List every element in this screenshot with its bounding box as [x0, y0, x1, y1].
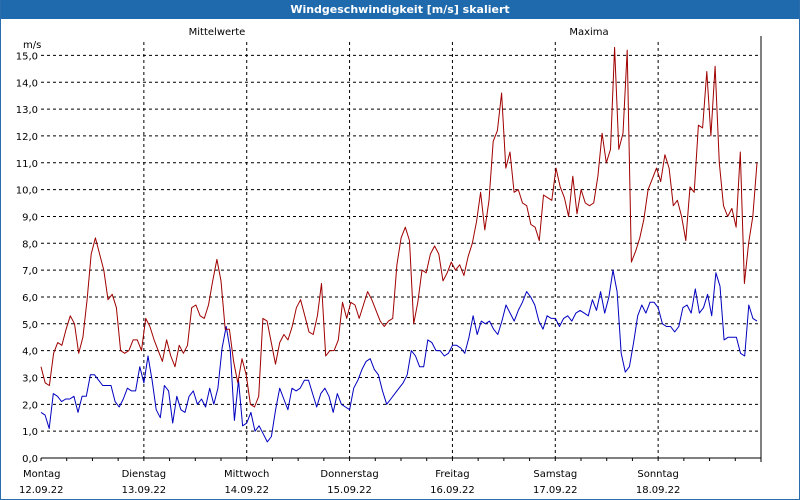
series-max-line — [40, 46, 758, 408]
y-tick-label: 1,0 — [22, 427, 38, 438]
y-tick-label: 2,0 — [22, 400, 38, 411]
x-tick-day: Freitag — [435, 469, 469, 480]
x-tick-day: Donnerstag — [320, 469, 378, 480]
x-tick-day: Dienstag — [122, 469, 167, 480]
y-tick-label: 10,0 — [16, 186, 38, 197]
x-tick-date: 16.09.22 — [430, 485, 475, 496]
series-mean-line — [40, 269, 758, 443]
x-tick-date: 15.09.22 — [327, 485, 372, 496]
x-tick-day: Mittwoch — [224, 469, 269, 480]
y-tick-label: 5,0 — [22, 320, 38, 331]
y-tick-label: 4,0 — [22, 347, 38, 358]
y-tick-label: 13,0 — [16, 105, 38, 116]
y-tick-label: 0,0 — [22, 454, 38, 465]
y-axis-ticks: 0,0 1,0 2,0 3,0 4,0 5,0 6,0 7,0 8,0 9,0 10,0 11,0 12… — [16, 51, 38, 465]
grid — [41, 42, 761, 459]
y-tick-label: 12,0 — [16, 132, 38, 143]
x-tick-date: 12.09.22 — [19, 485, 64, 496]
x-tick-day: Sonntag — [637, 469, 679, 480]
x-tick-date: 14.09.22 — [224, 485, 269, 496]
series-layer — [40, 46, 758, 443]
x-tick-date: 17.09.22 — [533, 485, 578, 496]
y-tick-label: 7,0 — [22, 266, 38, 277]
y-tick-label: 14,0 — [16, 78, 38, 89]
y-tick-label: 11,0 — [16, 159, 38, 170]
y-tick-label: 9,0 — [22, 212, 38, 223]
legend-max: Maxima — [569, 27, 608, 38]
x-tick-day: Samstag — [533, 469, 577, 480]
window-title: Windgeschwindigkeit [m/s] skaliert — [1, 0, 799, 19]
legend-mean: Mittelwerte — [189, 27, 246, 38]
x-tick-day: Montag — [23, 469, 60, 480]
y-axis-label: m/s — [23, 40, 41, 51]
x-axis-ticks: Montag 12.09.22 Dienstag 13.09.22 Mittwoch 14… — [19, 469, 680, 496]
x-tick-date: 13.09.22 — [122, 485, 167, 496]
y-tick-label: 15,0 — [16, 51, 38, 62]
x-tick-date: 18.09.22 — [636, 485, 681, 496]
y-tick-label: 8,0 — [22, 239, 38, 250]
plot-frame — [40, 36, 762, 462]
y-tick-label: 6,0 — [22, 293, 38, 304]
y-tick-label: 3,0 — [22, 373, 38, 384]
